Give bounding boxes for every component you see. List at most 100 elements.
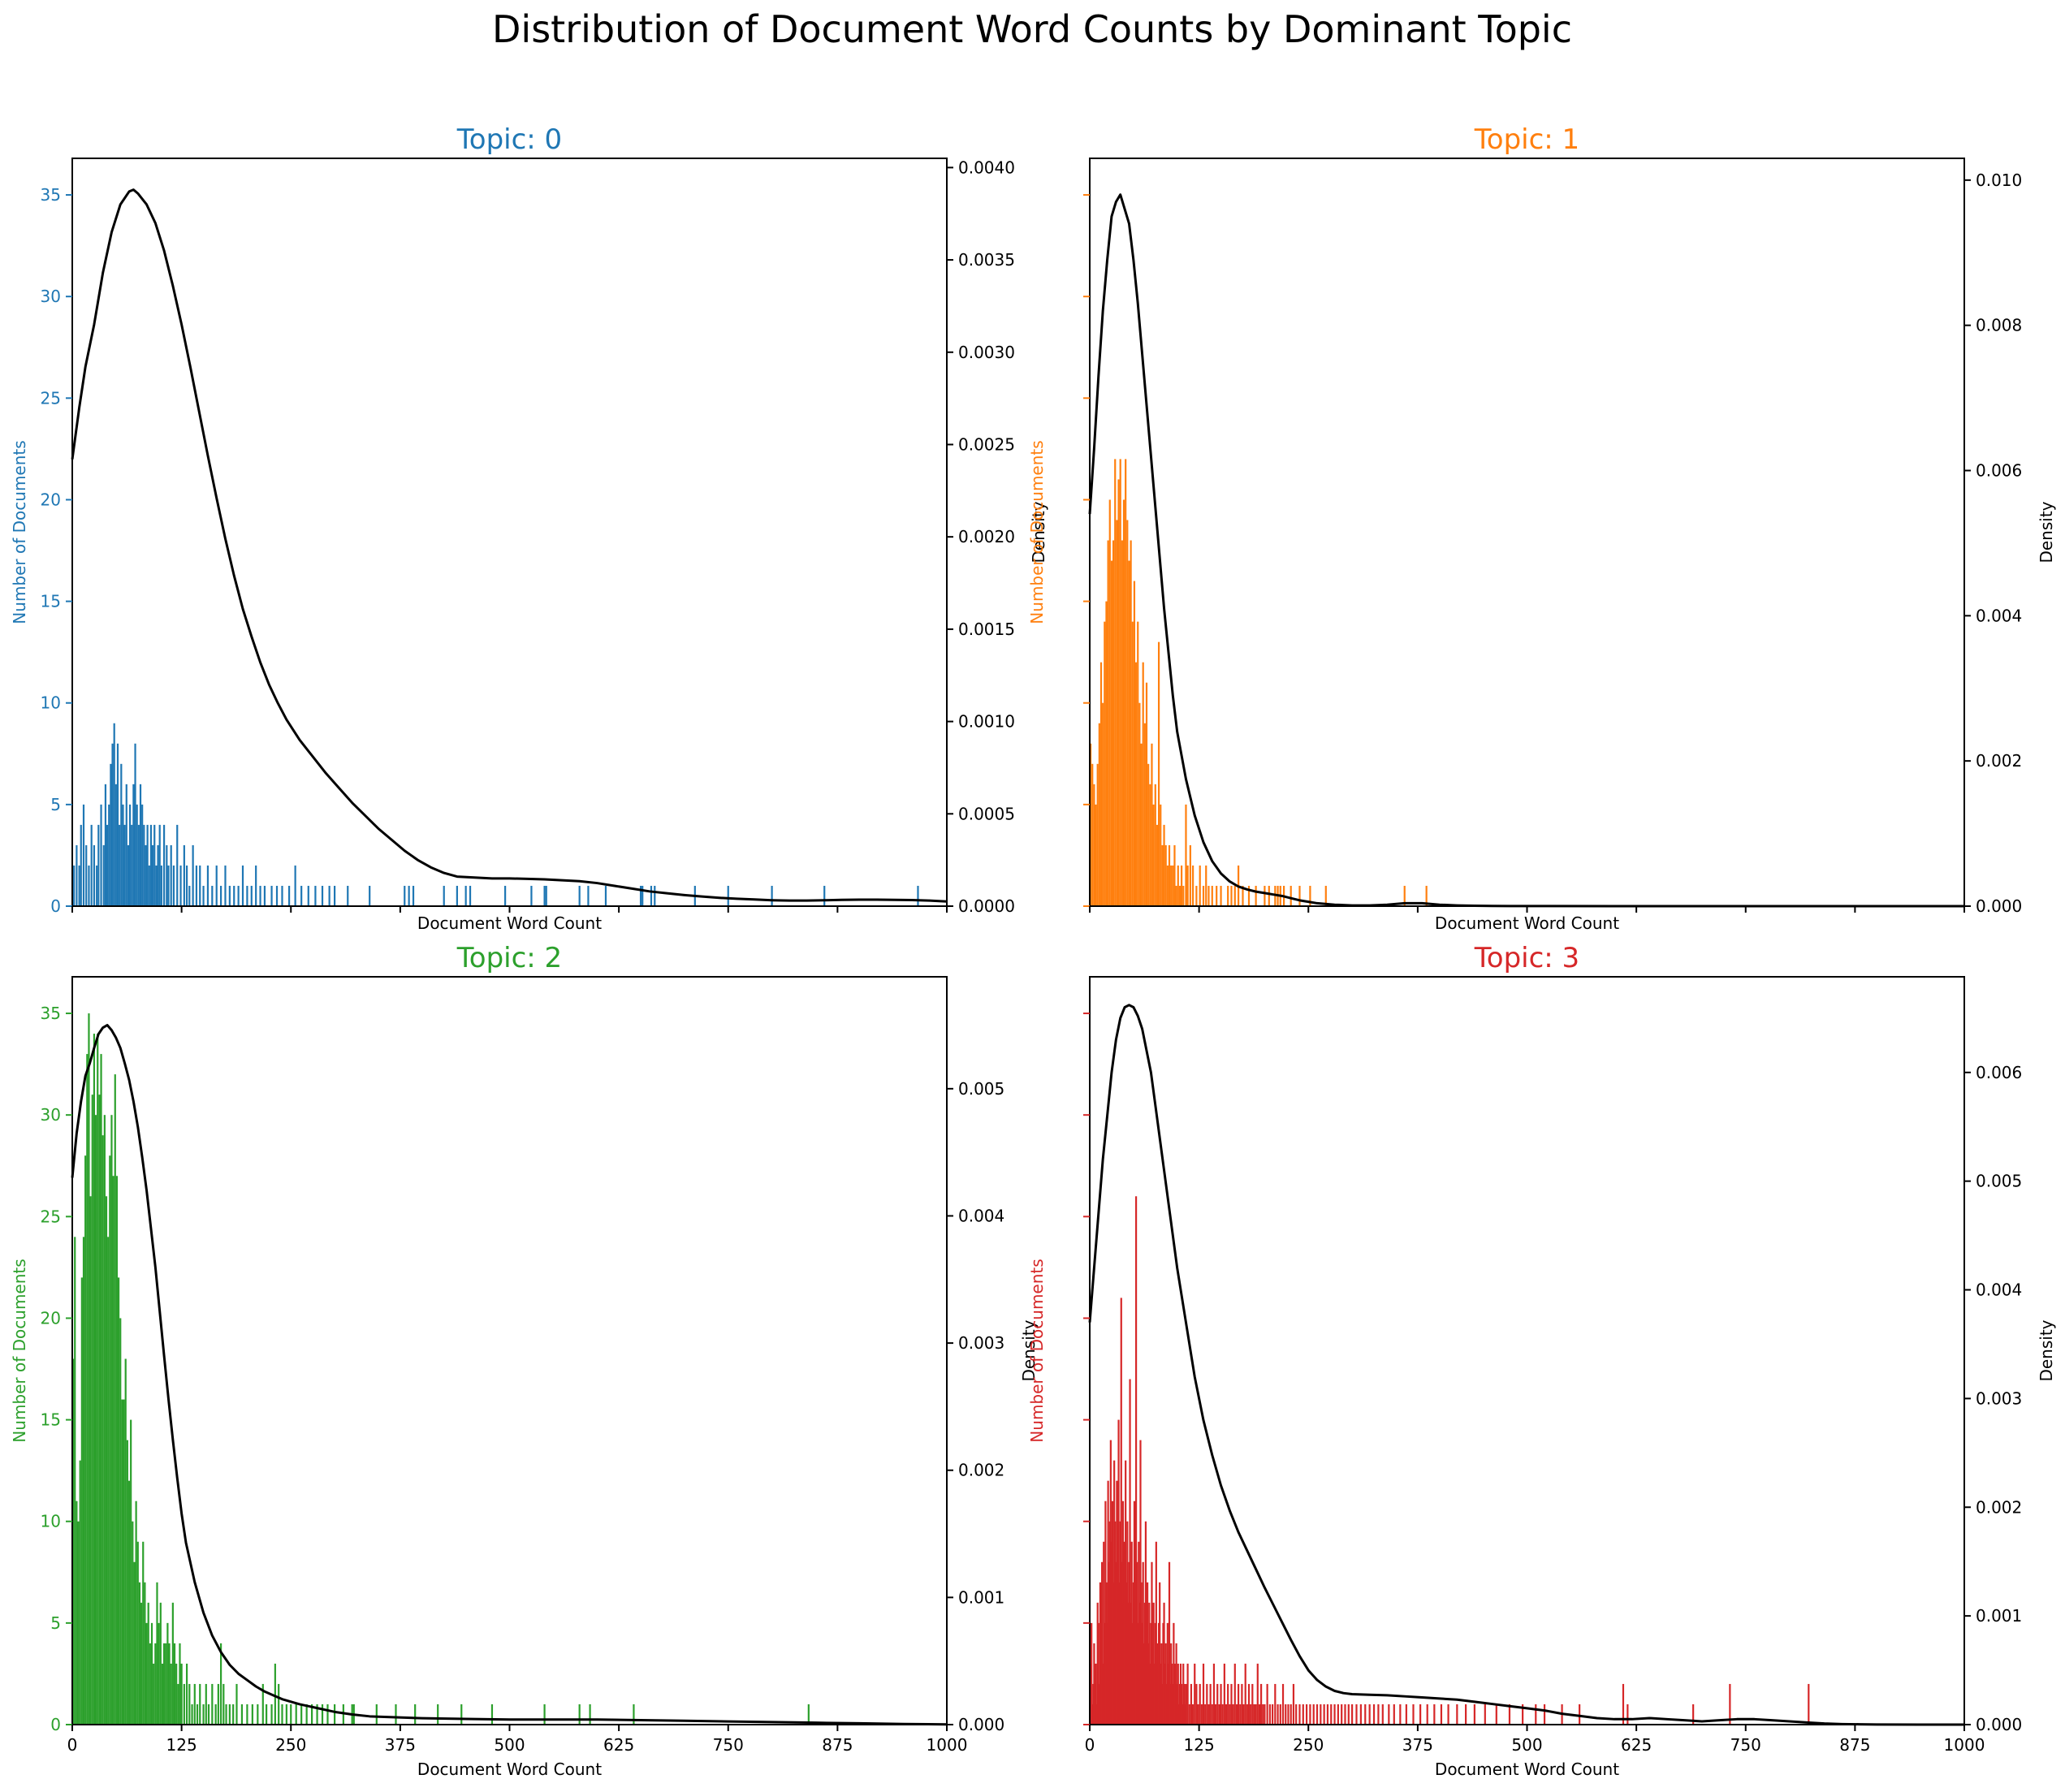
histogram-bar — [504, 885, 507, 906]
histogram-bar — [1211, 1703, 1213, 1725]
histogram-bar — [1230, 1683, 1233, 1725]
histogram-bar — [257, 1703, 259, 1725]
histogram-bar — [199, 865, 201, 906]
histogram-bar — [1166, 865, 1169, 906]
panel-title: Topic: 0 — [456, 123, 562, 156]
histogram-bar — [76, 1501, 78, 1725]
histogram-bar — [110, 1115, 113, 1725]
histogram-bar — [270, 1703, 273, 1725]
histogram-bar — [1133, 581, 1136, 906]
histogram-bar — [1355, 1703, 1358, 1725]
histogram-bar — [143, 824, 145, 906]
histogram-bar — [1808, 1683, 1810, 1725]
histogram-bar — [1149, 784, 1151, 906]
histogram-bar — [347, 885, 349, 906]
histogram-bar — [1200, 1703, 1203, 1725]
histogram-bar — [295, 1703, 297, 1725]
histogram-bar — [149, 1643, 151, 1725]
histogram-bars — [1089, 459, 1428, 906]
y-tick-label: 35 — [41, 1004, 61, 1023]
histogram-bar — [177, 1683, 179, 1725]
histogram-bar — [1175, 885, 1177, 906]
histogram-bar — [250, 885, 253, 906]
histogram-bar — [1309, 1703, 1311, 1725]
histogram-bar — [1120, 1298, 1122, 1725]
histogram-bar — [1105, 601, 1108, 906]
histogram-bar — [1484, 1703, 1486, 1725]
histogram-bar — [1197, 1703, 1199, 1725]
histogram-bar — [823, 885, 826, 906]
x-tick-label: 625 — [1621, 1735, 1652, 1755]
histogram-bar — [1290, 885, 1292, 906]
histogram-bar — [587, 885, 590, 906]
histogram-bar — [88, 1013, 90, 1725]
y2-axis-title: Density — [2037, 1319, 2056, 1381]
histogram-bar — [93, 844, 96, 906]
histogram-bar — [135, 1501, 137, 1725]
histogram-bar — [1117, 479, 1120, 906]
y2-axis-title: Density — [1019, 1319, 1039, 1381]
histogram-bar — [1098, 723, 1100, 906]
histogram-bar — [82, 804, 85, 906]
histogram-bar — [114, 784, 117, 906]
histogram-bar — [1220, 1683, 1222, 1725]
histogram-bar — [1281, 1683, 1285, 1725]
histogram-bar — [84, 1155, 87, 1725]
panel-topic-1: Topic: 1 0.000 0.002 0.004 0.006 0.008 0.010 Do… — [1027, 123, 2056, 933]
histogram-bar — [90, 824, 93, 906]
histogram-bar — [1199, 865, 1201, 906]
histogram-bar — [146, 824, 149, 906]
histogram-bar — [1119, 459, 1121, 906]
histogram-bar — [1729, 1683, 1731, 1725]
density-line — [71, 1024, 948, 1726]
histogram-bar — [274, 1663, 276, 1725]
histogram-bar — [202, 885, 205, 906]
histogram-bar — [211, 1683, 214, 1725]
histogram-bar — [1372, 1703, 1376, 1725]
histogram-bar — [1359, 1703, 1362, 1725]
histogram-bar — [237, 885, 240, 906]
histogram-bar — [1205, 865, 1207, 906]
histogram-bar — [1145, 682, 1148, 906]
histogram-bar — [288, 885, 291, 906]
histogram-bar — [1160, 804, 1162, 906]
histogram-bar — [1223, 1663, 1225, 1725]
histogram-bar — [633, 1703, 635, 1725]
histogram-bar — [103, 1115, 106, 1725]
histogram-bar — [1256, 1663, 1259, 1725]
histogram-bar — [179, 865, 182, 906]
x-tick-label: 875 — [822, 1735, 853, 1755]
histogram-bar — [1287, 1703, 1290, 1725]
histogram-bar — [172, 865, 175, 906]
histogram-bar — [246, 1703, 248, 1725]
x-axis-title: Document Word Count — [417, 1760, 602, 1779]
histogram-bar — [112, 1176, 114, 1725]
histogram-bar — [1220, 885, 1222, 906]
histogram-bar — [1214, 1703, 1217, 1725]
histogram-bar — [228, 885, 231, 906]
histogram-bar — [156, 1582, 158, 1725]
histogram-bar — [1125, 459, 1127, 906]
histogram-bar — [1306, 1703, 1308, 1725]
y2-tick-label: 0.006 — [1976, 460, 2022, 480]
histogram-bar — [1403, 885, 1406, 906]
histogram-bar — [1218, 1703, 1220, 1725]
histogram-bar — [153, 1663, 155, 1725]
histogram-bar — [170, 1663, 172, 1725]
histogram-bar — [219, 1643, 222, 1725]
histogram-bar — [185, 865, 188, 906]
histogram-bar — [1508, 1703, 1511, 1725]
histogram-bar — [1298, 1703, 1301, 1725]
histogram-bar — [133, 1561, 136, 1725]
histogram-bar — [1274, 1683, 1277, 1725]
histogram-bar — [150, 1622, 153, 1725]
histogram-bar — [71, 1358, 75, 1725]
histogram-bar — [395, 1703, 397, 1725]
histogram-bar — [311, 1703, 313, 1725]
histogram-bar — [1399, 1703, 1402, 1725]
histogram-bar — [114, 1074, 116, 1725]
histogram-bar — [1112, 540, 1115, 906]
histogram-bar — [1235, 1703, 1238, 1725]
y2-axis-title: Density — [2037, 501, 2056, 563]
